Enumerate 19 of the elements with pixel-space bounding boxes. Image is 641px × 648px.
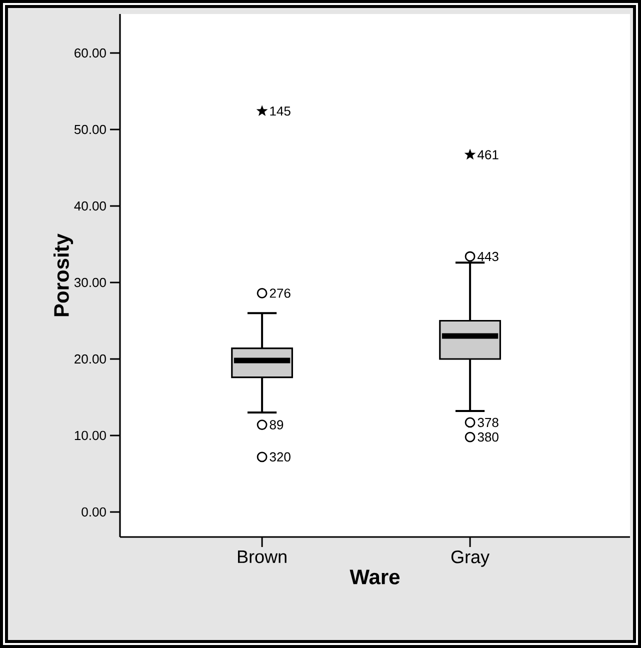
y-tick-label: 30.00 [74, 278, 106, 288]
y-tick-label: 60.00 [74, 48, 106, 58]
y-tick-label: 40.00 [74, 201, 106, 211]
annotation: 378 [478, 418, 498, 428]
annotation: 443 [478, 252, 498, 262]
annotation: 461 [478, 150, 498, 160]
x-tick-label: Brown [238, 550, 286, 564]
y-tick-label: 20.00 [74, 354, 106, 364]
annotation: 276 [270, 288, 290, 298]
annotation: 145 [270, 106, 290, 116]
x-tick-label: Gray [451, 550, 490, 567]
y-tick-label: 10.00 [74, 430, 106, 440]
y-tick-label: 0.00 [82, 507, 106, 517]
y-axis-title: Porosity [54, 234, 74, 316]
y-tick-label: 50.00 [74, 124, 106, 134]
annotation: 320 [270, 452, 290, 462]
annotation: 89 [270, 420, 284, 430]
annotation: 380 [478, 432, 498, 442]
x-axis-title: Ware [350, 570, 400, 584]
